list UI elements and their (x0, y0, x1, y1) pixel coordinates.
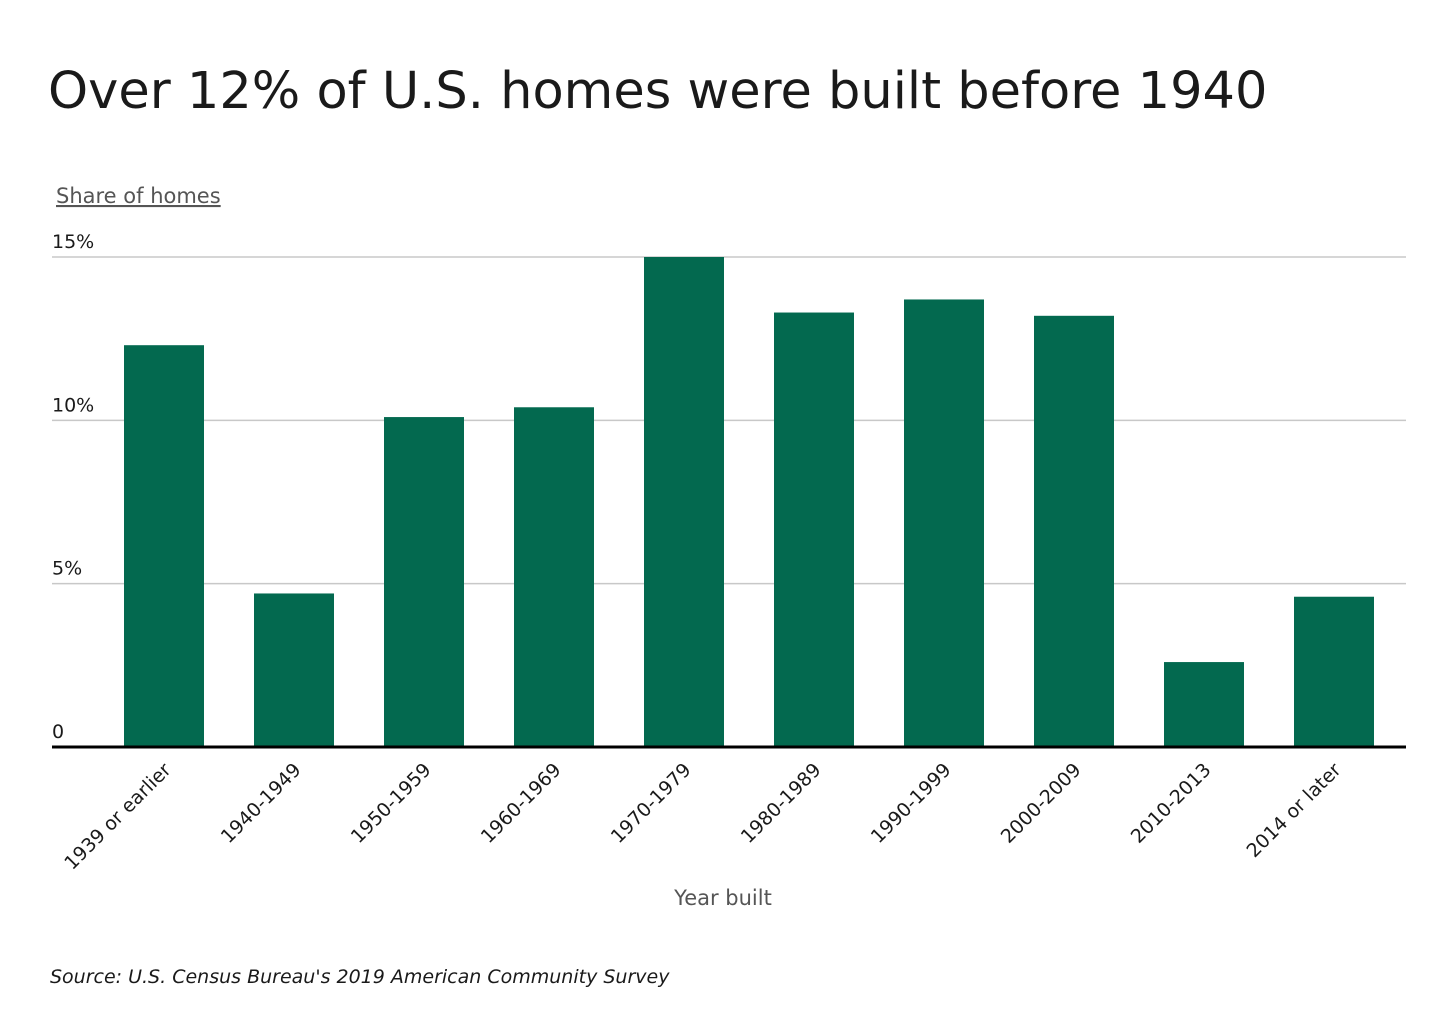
x-tick-label: 1980-1989 (737, 759, 826, 848)
chart-title: Over 12% of U.S. homes were built before… (48, 62, 1267, 121)
x-tick-label: 1960-1969 (477, 759, 566, 848)
bar (124, 345, 204, 747)
x-tick-label: 1950-1959 (347, 759, 436, 848)
source-note: Source: U.S. Census Bureau's 2019 Americ… (50, 966, 670, 988)
x-tick-label: 2014 or later (1242, 759, 1345, 862)
y-tick-label: 0 (52, 721, 64, 743)
x-tick-label: 2010-2013 (1127, 759, 1216, 848)
bar (904, 299, 984, 747)
bar (1034, 315, 1114, 747)
bar (774, 312, 854, 747)
bar (514, 407, 594, 747)
y-tick-label: 5% (52, 558, 82, 580)
y-tick-label: 15% (52, 231, 94, 253)
bar (384, 417, 464, 747)
x-tick-label: 1939 or earlier (60, 759, 175, 874)
bar (1164, 662, 1244, 747)
bar (1294, 596, 1374, 747)
x-tick-label: 1940-1949 (217, 759, 306, 848)
x-tick-label: 1990-1999 (867, 759, 956, 848)
y-axis-title: Share of homes (56, 184, 221, 208)
x-axis-title: Year built (673, 886, 772, 910)
x-tick-label: 1970-1979 (607, 759, 696, 848)
bar (644, 257, 724, 747)
bar (254, 593, 334, 747)
y-tick-label: 10% (52, 394, 94, 416)
x-tick-label: 2000-2009 (997, 759, 1086, 848)
